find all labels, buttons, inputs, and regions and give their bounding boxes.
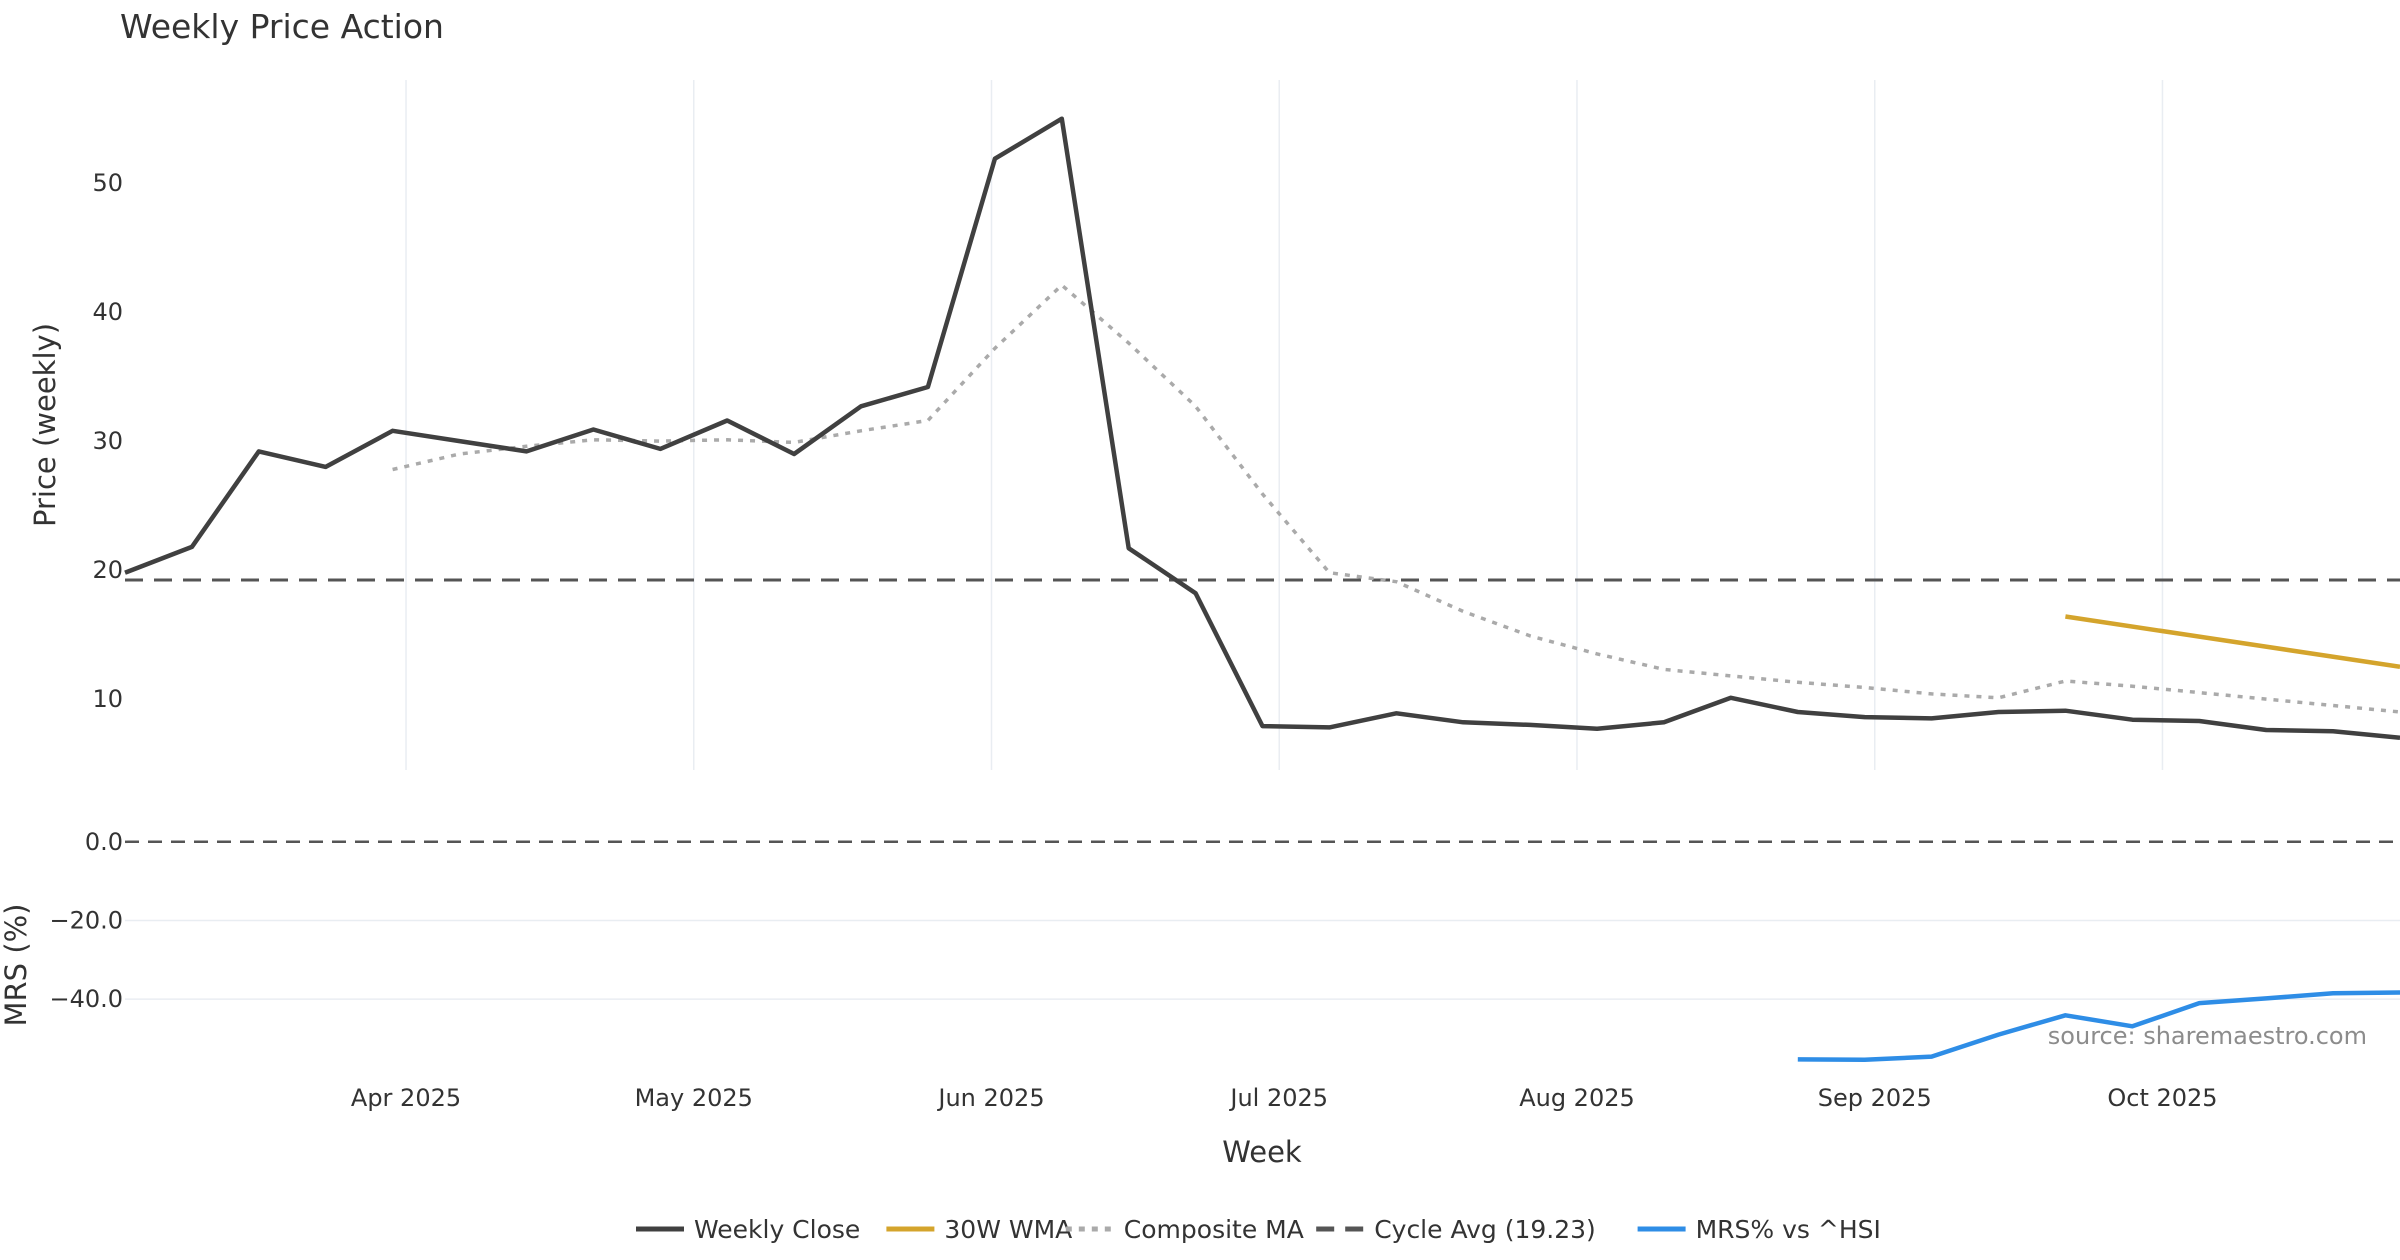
- mrs-y-tick-label-1: −20.0: [49, 906, 123, 934]
- price-y-ticks: 10 20 30 40 50: [92, 169, 123, 713]
- chart-title: Weekly Price Action: [120, 7, 444, 46]
- x-tick-label-2: Jun 2025: [936, 1084, 1044, 1112]
- price-series-group: [124, 116, 2400, 741]
- mrs-y-tick-label-0: 0.0: [85, 828, 123, 856]
- mrs-y-ticks: 0.0 −20.0 −40.0: [49, 828, 123, 1013]
- mrs-y-tick-label-2: −40.0: [49, 985, 123, 1013]
- mrs-y-axis-label: MRS (%): [0, 904, 33, 1027]
- gridlines: [125, 80, 2400, 1000]
- price-y-tick-label-1: 20: [92, 556, 123, 584]
- weekly-close-line: [124, 116, 2400, 741]
- legend: Weekly Close 30W WMA Composite MA Cycle Avg…: [636, 1215, 1881, 1244]
- x-tick-label-0: Apr 2025: [351, 1084, 461, 1112]
- price-y-tick-label-2: 30: [92, 427, 123, 455]
- x-tick-label-4: Aug 2025: [1519, 1084, 1635, 1112]
- 30w-wma-line: [2065, 614, 2400, 670]
- price-y-axis-label: Price (weekly): [28, 323, 62, 527]
- price-y-tick-label-0: 10: [92, 685, 123, 713]
- x-tick-label-6: Oct 2025: [2107, 1084, 2217, 1112]
- mrs-series-group: [125, 840, 2400, 1063]
- x-axis-label: Week: [1222, 1135, 1302, 1169]
- source-note: source: sharemaestro.com: [2048, 1022, 2367, 1050]
- x-tick-label-1: May 2025: [635, 1084, 753, 1112]
- legend-label-cycle-avg-19-23: Cycle Avg (19.23): [1374, 1215, 1596, 1244]
- mrs-vs-hsi-line: [1797, 990, 2400, 1063]
- composite-ma-line: [392, 283, 2400, 714]
- x-tick-label-3: Jul 2025: [1228, 1084, 1328, 1112]
- x-tick-label-5: Sep 2025: [1818, 1084, 1932, 1112]
- price-y-tick-label-4: 50: [92, 169, 123, 197]
- legend-label-30w-wma: 30W WMA: [944, 1215, 1072, 1244]
- price-y-tick-label-3: 40: [92, 298, 123, 326]
- legend-label-composite-ma: Composite MA: [1124, 1215, 1304, 1244]
- legend-label-mrs-vs-hsi: MRS% vs ^HSI: [1696, 1215, 1881, 1244]
- legend-label-weekly-close: Weekly Close: [694, 1215, 860, 1244]
- x-ticks: Apr 2025 May 2025 Jun 2025 Jul 2025 Aug 2025…: [351, 1084, 2218, 1112]
